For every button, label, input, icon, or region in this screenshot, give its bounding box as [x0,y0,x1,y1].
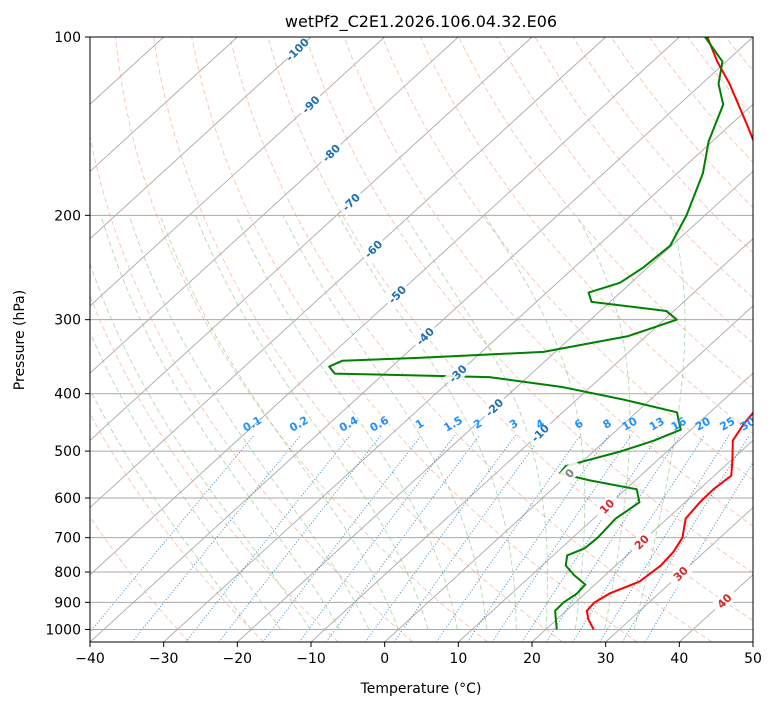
mixing-ratio-line [491,434,632,642]
mixing-ratio-line [218,434,382,642]
dry-adiabat-line [90,133,414,642]
dewpoint-profile-line [328,37,725,630]
isotherm-line [163,103,753,642]
x-tick-label: 10 [449,651,467,667]
dry-adiabat-line [229,37,712,642]
x-tick-label: −20 [223,651,253,667]
series-layer [328,37,753,630]
dry-adiabat-line [114,37,488,642]
y-tick-label: 600 [54,491,81,507]
grid [90,36,753,630]
isotherm-label: 0 [555,459,584,488]
y-axis-title: Pressure (hPa) [12,290,28,390]
x-tick-label: −30 [149,651,179,667]
y-axis: 1000 900 800 700 600 500 400 300 200 100 [45,30,90,638]
moist-adiabat-line [100,215,340,630]
x-tick-label: 40 [670,651,688,667]
y-tick-label: 100 [54,30,81,46]
mixing-ratio-line [644,461,753,642]
y-tick-label: 400 [54,387,81,403]
isotherm-line [237,170,753,642]
mixing-ratio-line [185,434,351,642]
background-lines [90,37,775,642]
dry-adiabat-line [496,37,753,344]
y-tick-label: 900 [54,595,81,611]
dry-adiabat-line [534,37,753,299]
mixing-ratio-line [131,434,302,642]
moist-adiabat-line [576,215,631,630]
y-tick-label: 700 [54,531,81,547]
mixing-ratio-label: 30 [738,415,758,434]
mixing-ratio-line [621,434,750,642]
isotherm-line [90,37,385,307]
x-tick-label: 20 [523,651,541,667]
isotherm-line [90,37,533,441]
isotherm-line [384,305,753,642]
isotherm-line [90,37,459,374]
isotherm-line [458,372,753,642]
mixing-ratio-line [298,434,456,642]
x-axis-title: Temperature (°C) [360,681,482,697]
isotherm-line [752,641,753,642]
mixing-ratio-line [521,434,660,642]
x-tick-label: 0 [380,651,389,667]
dry-adiabat-line [458,37,753,389]
mixing-ratio-line [436,434,581,642]
dry-adiabat-line [305,37,753,574]
x-tick-label: −40 [75,651,105,667]
y-tick-label: 200 [54,208,81,224]
mixing-ratio-label: 36 [758,415,775,434]
chart-title: wetPf2_C2E1.2026.106.04.32.E06 [285,12,557,32]
isotherm-line [90,37,680,576]
dry-adiabat-line [153,37,563,642]
mixing-ratio-line [599,434,730,642]
isotherm-line [90,37,312,240]
isotherm-line [90,37,606,509]
dry-adiabat-line [764,37,775,642]
y-tick-label: 800 [54,565,81,581]
y-tick-label: 300 [54,313,81,329]
moist-adiabat-line [159,215,399,630]
isotherm-line [605,506,753,642]
isotherm-line [90,37,238,173]
mixing-ratio-labels: 0.1 0.2 0.4 0.6 1 1.5 2 3 4 6 8 10 13 16 20 25 30 36 [241,413,775,434]
dry-adiabat-line [343,37,753,527]
x-tick-label: 50 [744,651,762,667]
y-tick-label: 500 [54,444,81,460]
x-tick-label: 30 [597,651,615,667]
mixing-ratio-line [364,434,516,642]
x-tick-label: −10 [296,651,326,667]
y-tick-label: 1000 [45,622,81,638]
plot-frame [89,36,754,643]
mixing-ratio-line [393,434,543,642]
dry-adiabat-line [90,412,264,642]
moist-adiabat-line [338,215,517,630]
dry-adiabat-line [420,37,753,435]
dry-adiabat-line [90,294,339,642]
temperature-profile-line [585,37,753,630]
dry-adiabat-line [381,37,753,481]
mixing-ratio-line [325,434,480,642]
x-axis: −40 −30 −20 −10 0 10 20 30 40 50 [75,642,762,667]
